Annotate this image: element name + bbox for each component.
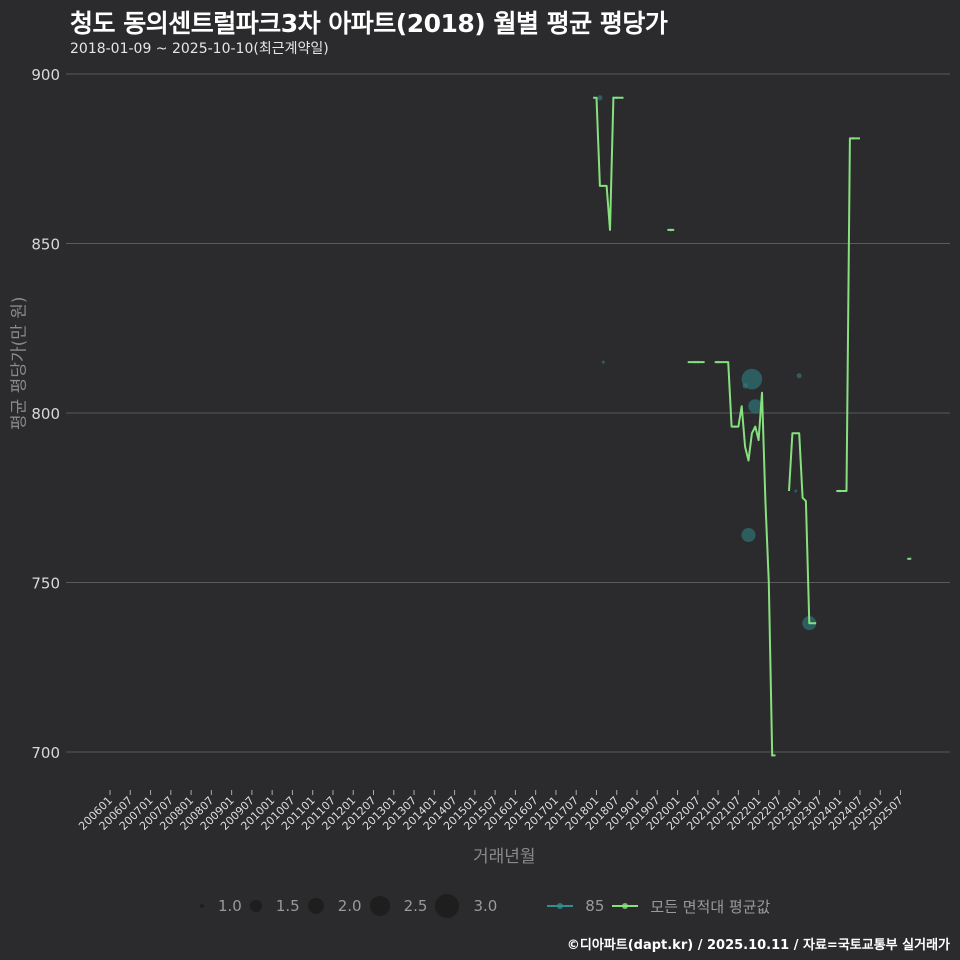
legend-series-85: 85	[547, 897, 604, 915]
y-tick-label: 750	[31, 575, 60, 593]
chart-subtitle: 2018-01-09 ~ 2025-10-10(최근계약일)	[70, 41, 329, 57]
legend-size-1: 1.0	[200, 897, 242, 915]
size-dot-icon	[200, 904, 204, 908]
avg-line-segment	[714, 361, 776, 757]
avg-line-segment	[836, 137, 860, 492]
data-bubble	[741, 528, 756, 543]
y-tick-label: 700	[31, 744, 60, 762]
legend-size-3: 2.0	[307, 897, 362, 915]
y-tick-label: 900	[31, 66, 60, 84]
size-dot-icon	[307, 898, 324, 914]
data-bubble	[796, 373, 802, 379]
size-dot-icon	[249, 900, 262, 912]
data-bubble	[601, 360, 605, 364]
avg-line-segment	[788, 432, 817, 625]
data-bubble	[741, 368, 763, 390]
legend-series-avg: 모든 면적대 평균값	[612, 896, 770, 917]
data-bubble	[794, 489, 798, 493]
legend-size-4: 2.5	[369, 896, 427, 916]
size-dot-icon	[435, 894, 460, 918]
y-axis-label: 평균 평당가(만 원)	[9, 296, 30, 430]
avg-line-segment	[593, 96, 624, 231]
y-tick-label: 850	[31, 236, 60, 254]
y-tick-label: 800	[31, 405, 60, 423]
series-line-icon	[547, 903, 574, 909]
chart-title: 청도 동의센트럴파크3차 아파트(2018) 월별 평균 평당가	[70, 9, 668, 38]
legend-size-5: 3.0	[435, 894, 497, 918]
legend: 1.0 1.5 2.0 2.5 3.0 85 모든 면적대 평균값	[200, 894, 778, 918]
x-axis-label: 거래년월	[473, 847, 536, 867]
data-bubble	[748, 399, 763, 414]
data-bubble	[597, 95, 603, 101]
footer-credit: ©디아파트(dapt.kr) / 2025.10.11 / 자료=국토교통부 실…	[566, 938, 950, 953]
size-dot-icon	[369, 896, 390, 916]
series-line-icon	[612, 903, 639, 909]
legend-size-2: 1.5	[249, 897, 300, 915]
